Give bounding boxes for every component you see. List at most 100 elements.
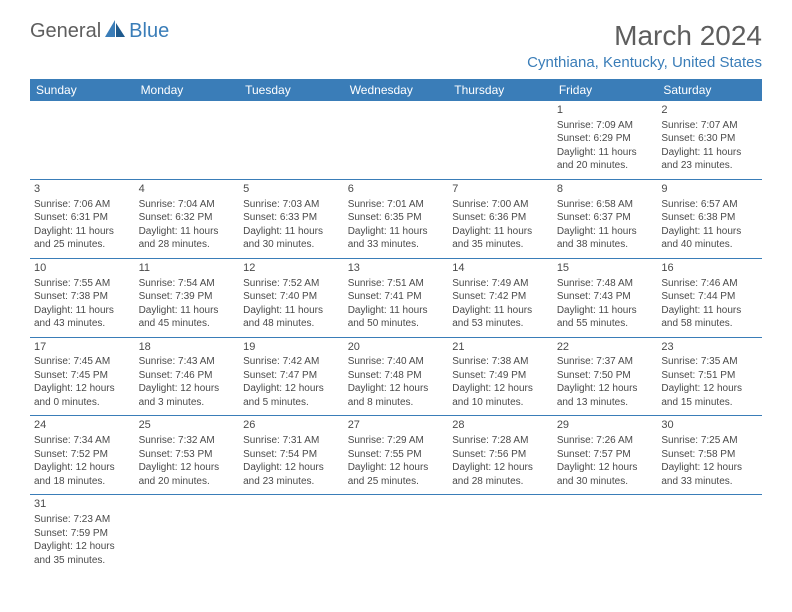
- location-label: Cynthiana, Kentucky, United States: [527, 54, 762, 71]
- daylight-text: Daylight: 11 hours and 58 minutes.: [661, 304, 758, 331]
- daylight-text: Daylight: 11 hours and 25 minutes.: [34, 225, 131, 252]
- sunset-text: Sunset: 7:59 PM: [34, 527, 131, 541]
- sunset-text: Sunset: 7:41 PM: [348, 290, 445, 304]
- calendar-cell: 29Sunrise: 7:26 AMSunset: 7:57 PMDayligh…: [553, 416, 658, 495]
- weekday-header: Thursday: [448, 79, 553, 101]
- day-number: 15: [557, 261, 654, 276]
- sunset-text: Sunset: 6:31 PM: [34, 211, 131, 225]
- sunrise-text: Sunrise: 7:32 AM: [139, 434, 236, 448]
- sunset-text: Sunset: 7:55 PM: [348, 448, 445, 462]
- daylight-text: Daylight: 11 hours and 48 minutes.: [243, 304, 340, 331]
- daylight-text: Daylight: 11 hours and 30 minutes.: [243, 225, 340, 252]
- sunrise-text: Sunrise: 7:28 AM: [452, 434, 549, 448]
- daylight-text: Daylight: 12 hours and 3 minutes.: [139, 382, 236, 409]
- day-number: 17: [34, 340, 131, 355]
- daylight-text: Daylight: 12 hours and 28 minutes.: [452, 461, 549, 488]
- sunset-text: Sunset: 6:32 PM: [139, 211, 236, 225]
- daylight-text: Daylight: 12 hours and 15 minutes.: [661, 382, 758, 409]
- calendar-cell: 9Sunrise: 6:57 AMSunset: 6:38 PMDaylight…: [657, 179, 762, 258]
- daylight-text: Daylight: 12 hours and 0 minutes.: [34, 382, 131, 409]
- sunset-text: Sunset: 7:52 PM: [34, 448, 131, 462]
- calendar-cell: [657, 495, 762, 573]
- sunrise-text: Sunrise: 7:03 AM: [243, 198, 340, 212]
- calendar-cell: [135, 101, 240, 179]
- calendar-cell: 4Sunrise: 7:04 AMSunset: 6:32 PMDaylight…: [135, 179, 240, 258]
- sunrise-text: Sunrise: 7:45 AM: [34, 355, 131, 369]
- sunrise-text: Sunrise: 7:52 AM: [243, 277, 340, 291]
- day-number: 23: [661, 340, 758, 355]
- sunset-text: Sunset: 6:38 PM: [661, 211, 758, 225]
- sunrise-text: Sunrise: 7:49 AM: [452, 277, 549, 291]
- calendar-row: 17Sunrise: 7:45 AMSunset: 7:45 PMDayligh…: [30, 337, 762, 416]
- sunrise-text: Sunrise: 7:46 AM: [661, 277, 758, 291]
- day-number: 9: [661, 182, 758, 197]
- calendar-row: 31Sunrise: 7:23 AMSunset: 7:59 PMDayligh…: [30, 495, 762, 573]
- sunset-text: Sunset: 7:50 PM: [557, 369, 654, 383]
- sunset-text: Sunset: 7:47 PM: [243, 369, 340, 383]
- calendar-cell: 7Sunrise: 7:00 AMSunset: 6:36 PMDaylight…: [448, 179, 553, 258]
- calendar-cell: 28Sunrise: 7:28 AMSunset: 7:56 PMDayligh…: [448, 416, 553, 495]
- logo-text-2: Blue: [129, 20, 169, 43]
- weekday-header: Wednesday: [344, 79, 449, 101]
- header-right: March 2024 Cynthiana, Kentucky, United S…: [527, 20, 762, 71]
- day-number: 16: [661, 261, 758, 276]
- calendar-row: 24Sunrise: 7:34 AMSunset: 7:52 PM Dayligh…: [30, 416, 762, 495]
- day-number: 25: [139, 418, 236, 433]
- calendar-cell: [448, 101, 553, 179]
- calendar-row: 3Sunrise: 7:06 AMSunset: 6:31 PMDaylight…: [30, 179, 762, 258]
- day-number: 1: [557, 103, 654, 118]
- calendar-cell: 6Sunrise: 7:01 AMSunset: 6:35 PMDaylight…: [344, 179, 449, 258]
- sunset-text: Sunset: 7:42 PM: [452, 290, 549, 304]
- calendar-cell: 11Sunrise: 7:54 AMSunset: 7:39 PMDayligh…: [135, 258, 240, 337]
- sunset-text: Sunset: 7:43 PM: [557, 290, 654, 304]
- daylight-text: Daylight: 12 hours and 5 minutes.: [243, 382, 340, 409]
- daylight-text: Daylight: 11 hours and 55 minutes.: [557, 304, 654, 331]
- day-number: 22: [557, 340, 654, 355]
- weekday-header: Monday: [135, 79, 240, 101]
- sunrise-text: Sunrise: 7:00 AM: [452, 198, 549, 212]
- day-number: 6: [348, 182, 445, 197]
- calendar-cell: 19Sunrise: 7:42 AMSunset: 7:47 PMDayligh…: [239, 337, 344, 416]
- calendar-cell: 27Sunrise: 7:29 AMSunset: 7:55 PMDayligh…: [344, 416, 449, 495]
- calendar-cell: 21Sunrise: 7:38 AMSunset: 7:49 PMDayligh…: [448, 337, 553, 416]
- day-number: 31: [34, 497, 131, 512]
- sunset-text: Sunset: 7:46 PM: [139, 369, 236, 383]
- daylight-text: Daylight: 11 hours and 45 minutes.: [139, 304, 236, 331]
- header: General Blue March 2024 Cynthiana, Kentu…: [30, 20, 762, 71]
- sunrise-text: Sunrise: 7:06 AM: [34, 198, 131, 212]
- calendar-cell: 1Sunrise: 7:09 AMSunset: 6:29 PMDaylight…: [553, 101, 658, 179]
- sunrise-text: Sunrise: 7:40 AM: [348, 355, 445, 369]
- day-number: 20: [348, 340, 445, 355]
- day-number: 27: [348, 418, 445, 433]
- daylight-text: Daylight: 12 hours and 20 minutes.: [139, 461, 236, 488]
- daylight-text: Daylight: 12 hours and 13 minutes.: [557, 382, 654, 409]
- sunrise-text: Sunrise: 7:34 AM: [34, 434, 131, 448]
- day-number: 24: [34, 418, 131, 433]
- sunset-text: Sunset: 7:54 PM: [243, 448, 340, 462]
- daylight-text: Daylight: 11 hours and 43 minutes.: [34, 304, 131, 331]
- sunset-text: Sunset: 6:30 PM: [661, 132, 758, 146]
- calendar-cell: 13Sunrise: 7:51 AMSunset: 7:41 PMDayligh…: [344, 258, 449, 337]
- calendar-cell: 18Sunrise: 7:43 AMSunset: 7:46 PMDayligh…: [135, 337, 240, 416]
- day-number: 11: [139, 261, 236, 276]
- calendar-cell: [344, 101, 449, 179]
- day-number: 29: [557, 418, 654, 433]
- day-number: 28: [452, 418, 549, 433]
- calendar-cell: 10Sunrise: 7:55 AMSunset: 7:38 PMDayligh…: [30, 258, 135, 337]
- weekday-header: Sunday: [30, 79, 135, 101]
- logo-sail-icon: [105, 20, 127, 43]
- day-number: 5: [243, 182, 340, 197]
- weekday-header-row: Sunday Monday Tuesday Wednesday Thursday…: [30, 79, 762, 101]
- calendar-cell: 15Sunrise: 7:48 AMSunset: 7:43 PMDayligh…: [553, 258, 658, 337]
- calendar-cell: 23Sunrise: 7:35 AMSunset: 7:51 PMDayligh…: [657, 337, 762, 416]
- sunrise-text: Sunrise: 7:26 AM: [557, 434, 654, 448]
- sunset-text: Sunset: 7:57 PM: [557, 448, 654, 462]
- day-number: 12: [243, 261, 340, 276]
- daylight-text: Daylight: 12 hours and 35 minutes.: [34, 540, 131, 567]
- sunrise-text: Sunrise: 7:38 AM: [452, 355, 549, 369]
- sunset-text: Sunset: 6:35 PM: [348, 211, 445, 225]
- weekday-header: Saturday: [657, 79, 762, 101]
- page-title: March 2024: [527, 20, 762, 52]
- day-number: 18: [139, 340, 236, 355]
- day-number: 4: [139, 182, 236, 197]
